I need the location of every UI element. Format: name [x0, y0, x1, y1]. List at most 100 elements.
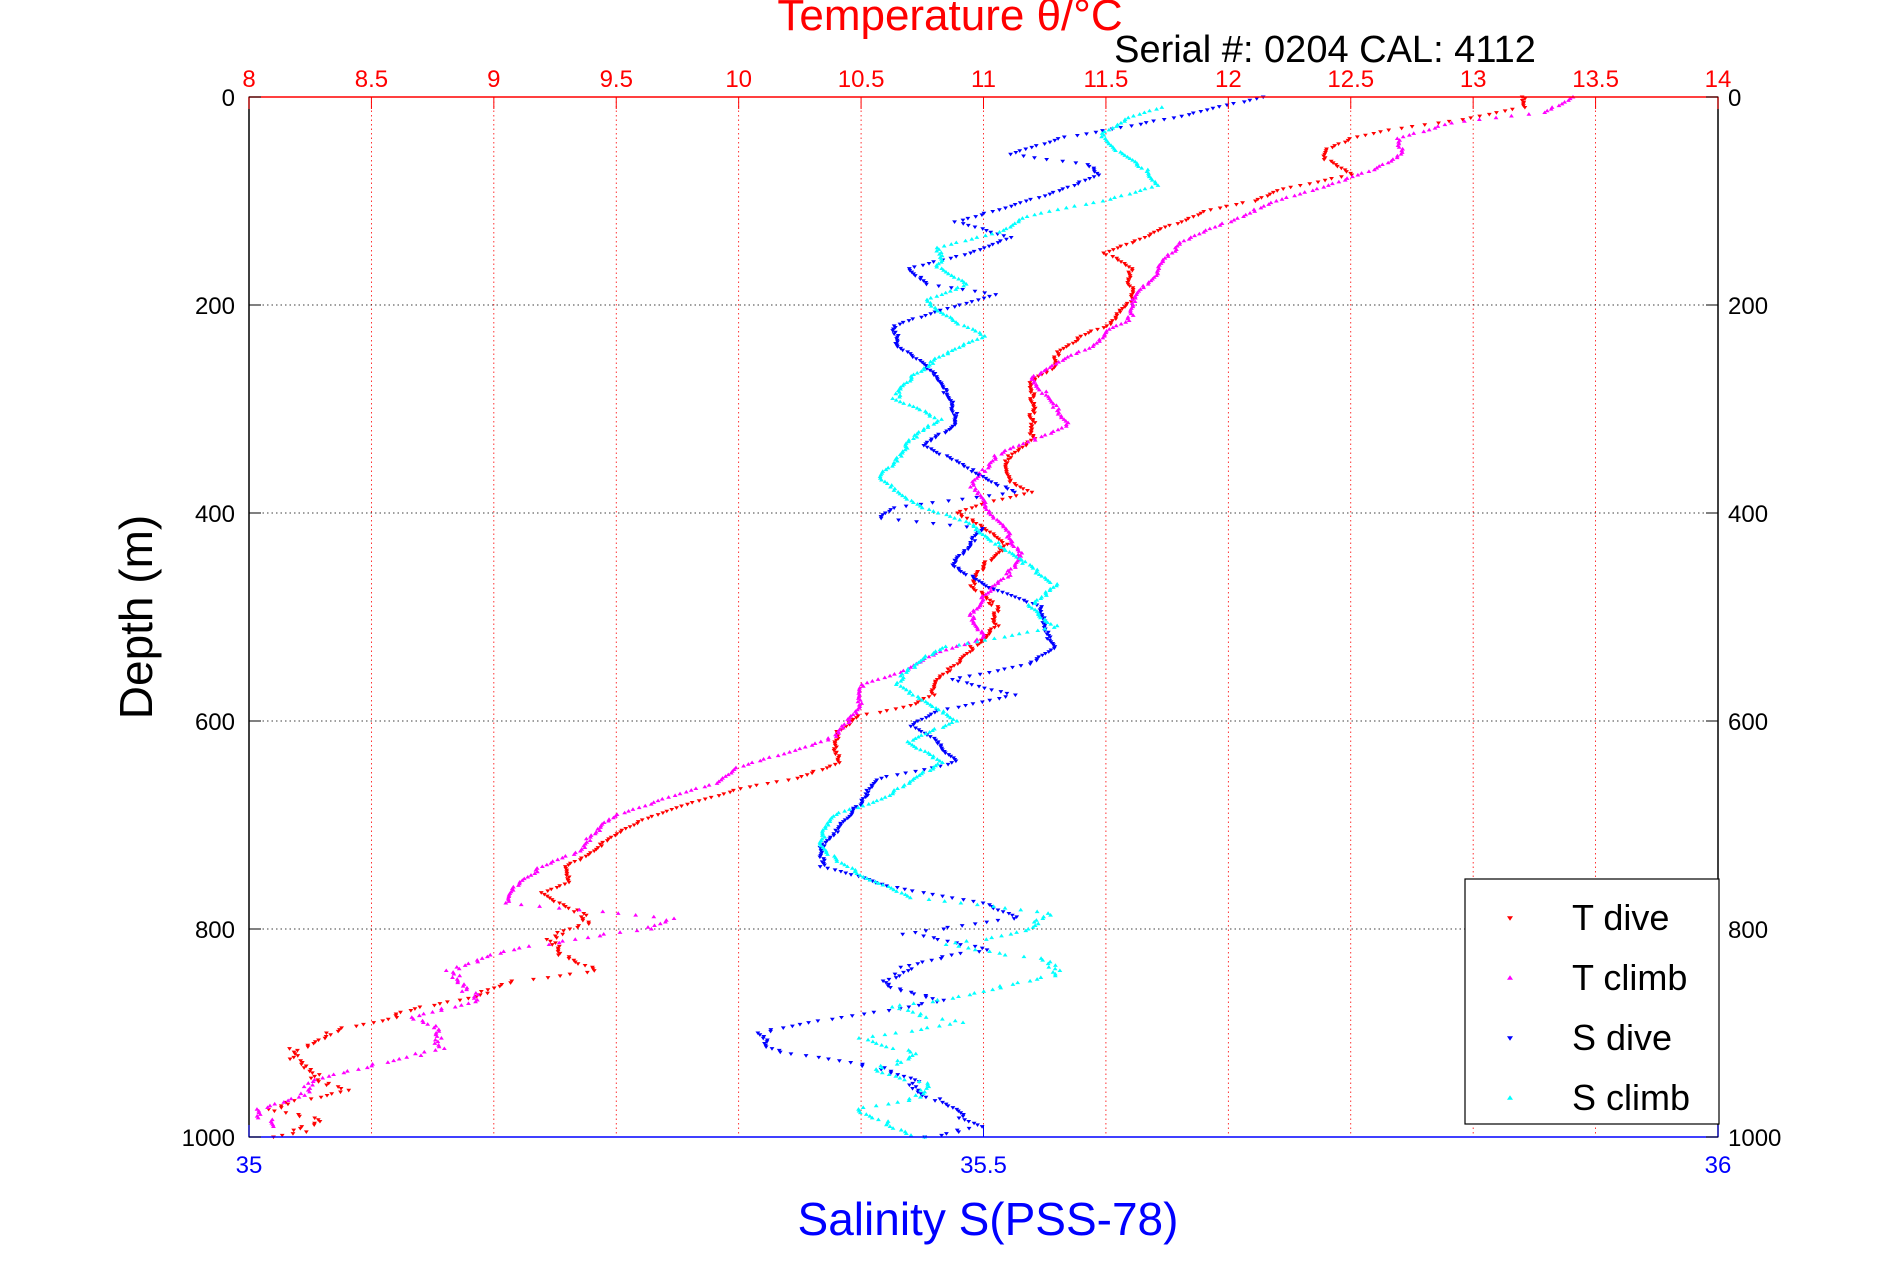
data-point	[1023, 147, 1029, 152]
data-point	[1004, 592, 1010, 596]
data-point	[1062, 356, 1068, 361]
temperature-tick-label: 12	[1215, 66, 1242, 93]
data-point	[916, 773, 922, 777]
data-point	[964, 301, 970, 306]
data-point	[718, 777, 724, 782]
data-point	[963, 519, 969, 524]
data-point	[911, 992, 917, 996]
data-point	[827, 817, 833, 822]
data-point	[920, 657, 926, 661]
data-point	[1037, 372, 1043, 376]
data-point	[587, 838, 593, 843]
legend-box	[1464, 878, 1720, 1125]
data-point	[1023, 928, 1029, 933]
data-point	[1122, 117, 1128, 121]
data-point	[827, 837, 833, 842]
data-point	[943, 942, 949, 947]
data-point	[943, 647, 949, 652]
data-point	[1217, 223, 1223, 227]
data-point	[940, 760, 945, 765]
data-point	[821, 844, 827, 848]
data-point	[1083, 333, 1088, 337]
data-point	[897, 974, 902, 978]
data-point	[1026, 604, 1032, 609]
data-point	[952, 1018, 958, 1023]
data-point	[1321, 184, 1327, 189]
data-point	[826, 1057, 831, 1062]
data-point	[1043, 392, 1049, 397]
data-point	[989, 935, 995, 940]
data-point	[809, 771, 815, 776]
data-point	[961, 898, 966, 902]
data-point	[976, 950, 982, 954]
data-point	[971, 1121, 977, 1126]
data-point	[432, 1037, 438, 1042]
data-point	[1394, 136, 1400, 141]
data-point	[817, 865, 823, 869]
data-point	[1376, 164, 1382, 168]
data-point	[986, 244, 992, 249]
data-point	[311, 1123, 317, 1128]
data-point	[706, 782, 712, 787]
data-point	[946, 499, 951, 504]
data-point	[867, 1114, 873, 1118]
data-point	[301, 1066, 307, 1070]
data-point	[896, 1006, 902, 1011]
data-point	[858, 803, 864, 808]
data-point	[990, 458, 995, 463]
data-point	[1032, 411, 1037, 416]
data-point	[1167, 223, 1172, 228]
data-point	[907, 378, 913, 383]
data-point	[875, 677, 881, 681]
data-point	[572, 960, 578, 965]
data-point	[918, 1088, 924, 1092]
data-point	[1051, 646, 1057, 651]
data-point	[967, 613, 973, 617]
data-point	[993, 293, 999, 297]
data-point	[996, 537, 1002, 542]
data-point	[987, 949, 993, 953]
data-point	[1334, 164, 1340, 169]
data-point	[951, 565, 957, 569]
data-point	[1091, 175, 1097, 179]
data-point	[973, 577, 979, 582]
data-point	[905, 1008, 911, 1012]
data-point	[1042, 142, 1048, 146]
data-point	[597, 828, 603, 833]
data-point	[893, 1074, 899, 1078]
data-point	[1024, 630, 1030, 634]
data-point	[1024, 214, 1030, 219]
data-point	[612, 833, 618, 838]
data-point	[906, 439, 911, 444]
data-point	[1007, 550, 1012, 554]
data-point	[913, 357, 919, 361]
data-point	[1027, 662, 1033, 666]
data-point	[1020, 441, 1026, 446]
data-point	[583, 854, 589, 859]
data-point	[911, 1001, 917, 1005]
data-point	[896, 390, 902, 394]
data-point	[1122, 119, 1128, 123]
data-point	[1033, 144, 1039, 148]
data-point	[941, 268, 946, 272]
data-point	[969, 683, 975, 687]
data-point	[1021, 154, 1026, 159]
data-point	[655, 813, 661, 817]
data-point	[932, 710, 938, 715]
data-point	[1043, 590, 1049, 594]
data-point	[391, 1058, 397, 1063]
data-point	[897, 399, 903, 404]
data-point	[995, 241, 1001, 245]
data-point	[995, 669, 1001, 673]
data-point	[879, 1070, 885, 1075]
data-point	[949, 457, 955, 462]
data-point	[506, 899, 512, 903]
data-point	[854, 710, 859, 715]
data-point	[949, 646, 955, 650]
data-point	[902, 887, 908, 892]
data-point	[1302, 190, 1308, 194]
data-point	[919, 771, 924, 776]
data-point	[940, 353, 946, 357]
data-point	[886, 884, 891, 889]
data-point	[857, 692, 862, 697]
